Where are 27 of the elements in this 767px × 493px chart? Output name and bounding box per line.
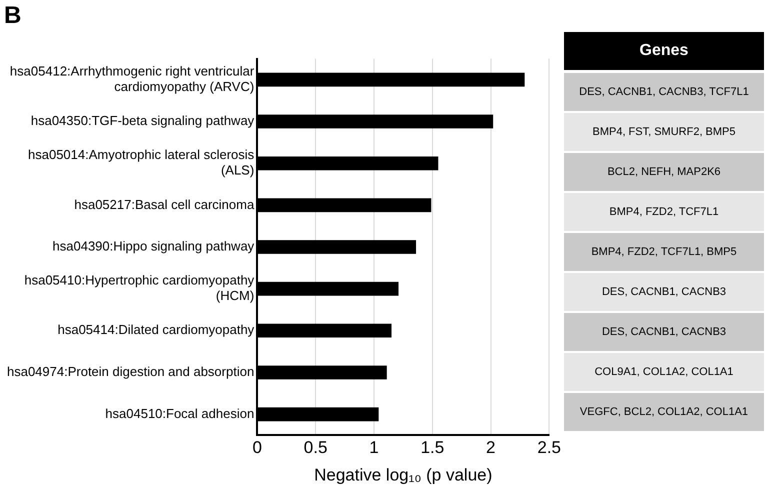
y-tick-label: hsa04350:TGF-beta signaling pathway — [30, 113, 255, 128]
y-tick-label: hsa05217:Basal cell carcinoma — [74, 196, 255, 212]
text: DES, CACNB1, CACNB3 — [564, 313, 764, 351]
text: BMP4, FST, SMURF2, BMP5 — [564, 113, 764, 151]
x-tick-label: 2.5 — [537, 438, 562, 458]
text: VEGFC, BCL2, COL1A2, COL1A1 — [564, 393, 764, 431]
x-tick-label: 1.5 — [420, 438, 444, 458]
y-tick-label: hsa04510:Focal adhesion — [105, 406, 254, 421]
text: DES, CACNB1, CACNB3, TCF7L1 — [564, 73, 764, 111]
y-tick-label: hsa04974:Protein digestion and absorption — [6, 364, 254, 380]
x-tick-label: 2 — [486, 438, 496, 458]
text: BMP4, FZD2, TCF7L1, BMP5 — [564, 233, 764, 271]
text: BMP4, FZD2, TCF7L1 — [564, 193, 764, 231]
y-tick-label: hsa04390:Hippo signaling pathway — [52, 238, 255, 254]
x-tick-label: 0 — [252, 438, 262, 458]
x-axis-title: Negative log₁₀ (p value) — [314, 465, 492, 484]
text: COL9A1, COL1A2, COL1A1 — [564, 353, 764, 391]
y-tick-label: hsa05014:Amyotrophic lateral sclerosis (ALS) — [28, 147, 255, 178]
x-tick-label: 0.5 — [304, 438, 328, 458]
x-tick-label: 1 — [369, 438, 379, 458]
text: BCL2, NEFH, MAP2K6 — [564, 153, 764, 191]
y-tick-label: hsa05414:Dilated cardiomyopathy — [58, 322, 255, 338]
y-tick-label: hsa05412:Arrhythmogenic right ventricular cardiomyopathy (ARVC) — [10, 63, 255, 94]
text: B — [4, 2, 22, 30]
text: Genes — [564, 32, 764, 70]
text: DES, CACNB1, CACNB3 — [564, 273, 764, 311]
y-tick-label: hsa05410:Hypertrophic cardiomyopathy (HCM) — [24, 272, 255, 304]
